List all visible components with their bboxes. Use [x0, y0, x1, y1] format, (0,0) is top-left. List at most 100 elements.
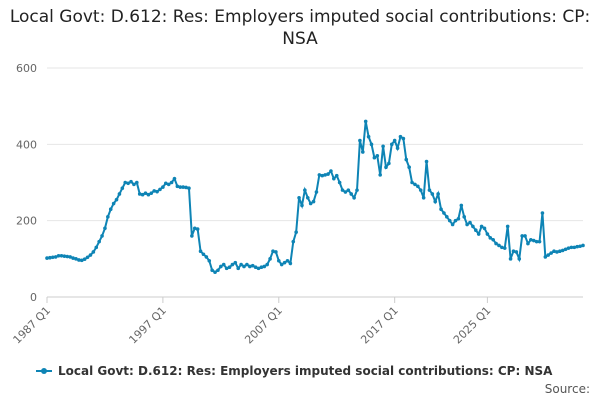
- data-point[interactable]: [274, 250, 278, 254]
- data-point[interactable]: [430, 192, 435, 196]
- data-point[interactable]: [569, 245, 574, 250]
- data-point[interactable]: [111, 201, 116, 206]
- data-point[interactable]: [526, 241, 530, 246]
- data-point[interactable]: [563, 247, 568, 252]
- data-point[interactable]: [334, 173, 339, 178]
- data-point[interactable]: [79, 258, 84, 263]
- data-point[interactable]: [221, 262, 226, 267]
- data-point[interactable]: [378, 173, 382, 177]
- data-point[interactable]: [439, 207, 443, 212]
- data-point[interactable]: [195, 227, 200, 231]
- data-point[interactable]: [68, 255, 72, 259]
- data-point[interactable]: [53, 255, 58, 259]
- data-point[interactable]: [59, 253, 64, 258]
- data-point[interactable]: [482, 226, 487, 231]
- data-point[interactable]: [285, 258, 290, 263]
- data-point[interactable]: [329, 169, 333, 173]
- data-point[interactable]: [71, 256, 75, 260]
- data-point[interactable]: [445, 215, 449, 219]
- data-point[interactable]: [129, 179, 133, 184]
- data-point[interactable]: [424, 159, 429, 164]
- data-point[interactable]: [514, 250, 519, 254]
- data-point[interactable]: [453, 218, 458, 223]
- data-point[interactable]: [314, 190, 319, 194]
- data-point[interactable]: [282, 260, 287, 265]
- data-point[interactable]: [326, 172, 330, 176]
- data-point[interactable]: [204, 255, 209, 259]
- data-point[interactable]: [459, 203, 464, 208]
- data-point[interactable]: [520, 234, 524, 238]
- data-point[interactable]: [74, 257, 78, 261]
- data-point[interactable]: [300, 203, 304, 208]
- data-point[interactable]: [462, 215, 467, 219]
- data-point[interactable]: [207, 258, 212, 263]
- data-point[interactable]: [311, 199, 316, 204]
- data-point[interactable]: [152, 189, 156, 193]
- data-point[interactable]: [555, 250, 559, 254]
- data-point[interactable]: [410, 180, 414, 185]
- data-point[interactable]: [572, 245, 577, 250]
- data-point[interactable]: [317, 173, 322, 177]
- data-point[interactable]: [387, 161, 391, 166]
- data-point[interactable]: [219, 264, 223, 269]
- data-point[interactable]: [120, 186, 125, 191]
- data-point[interactable]: [529, 237, 533, 242]
- data-point[interactable]: [395, 146, 400, 150]
- data-point[interactable]: [508, 257, 513, 261]
- data-point[interactable]: [421, 195, 426, 200]
- data-point[interactable]: [224, 266, 229, 271]
- data-point[interactable]: [265, 262, 269, 267]
- data-point[interactable]: [407, 165, 411, 170]
- data-point[interactable]: [358, 138, 362, 143]
- data-point[interactable]: [91, 250, 96, 254]
- data-point[interactable]: [343, 190, 348, 194]
- data-point[interactable]: [82, 257, 87, 262]
- data-point[interactable]: [337, 180, 342, 185]
- data-point[interactable]: [100, 234, 104, 238]
- data-point[interactable]: [372, 155, 377, 160]
- data-point[interactable]: [166, 182, 171, 187]
- data-point[interactable]: [184, 185, 188, 190]
- data-point[interactable]: [442, 211, 446, 215]
- data-point[interactable]: [476, 232, 481, 236]
- data-point[interactable]: [427, 188, 432, 192]
- data-point[interactable]: [259, 265, 264, 270]
- data-point[interactable]: [279, 262, 284, 267]
- data-point[interactable]: [308, 201, 313, 206]
- data-point[interactable]: [375, 153, 380, 158]
- data-point[interactable]: [172, 176, 177, 181]
- data-point[interactable]: [268, 257, 272, 261]
- data-point[interactable]: [552, 249, 556, 253]
- data-point[interactable]: [346, 188, 351, 192]
- data-point[interactable]: [256, 266, 261, 271]
- data-point[interactable]: [485, 232, 490, 236]
- data-point[interactable]: [56, 253, 61, 258]
- data-point[interactable]: [404, 157, 409, 162]
- data-point[interactable]: [187, 186, 191, 191]
- data-point[interactable]: [216, 268, 220, 273]
- data-point[interactable]: [45, 256, 49, 260]
- data-point[interactable]: [534, 239, 539, 244]
- data-point[interactable]: [227, 265, 232, 270]
- data-point[interactable]: [294, 230, 298, 234]
- data-point[interactable]: [236, 266, 241, 271]
- data-point[interactable]: [135, 180, 139, 185]
- data-point[interactable]: [433, 199, 438, 204]
- data-point[interactable]: [117, 192, 122, 196]
- data-point[interactable]: [192, 226, 197, 231]
- data-point[interactable]: [88, 253, 93, 257]
- data-point[interactable]: [158, 187, 162, 192]
- data-point[interactable]: [108, 207, 113, 212]
- data-point[interactable]: [149, 191, 154, 195]
- data-point[interactable]: [558, 249, 562, 253]
- data-point[interactable]: [581, 243, 585, 248]
- data-point[interactable]: [103, 226, 107, 231]
- data-point[interactable]: [123, 180, 128, 185]
- data-point[interactable]: [392, 138, 397, 143]
- data-point[interactable]: [242, 264, 246, 269]
- data-point[interactable]: [253, 265, 258, 270]
- data-point[interactable]: [502, 246, 507, 250]
- data-point[interactable]: [436, 192, 440, 196]
- data-point[interactable]: [97, 239, 101, 244]
- data-point[interactable]: [369, 142, 374, 147]
